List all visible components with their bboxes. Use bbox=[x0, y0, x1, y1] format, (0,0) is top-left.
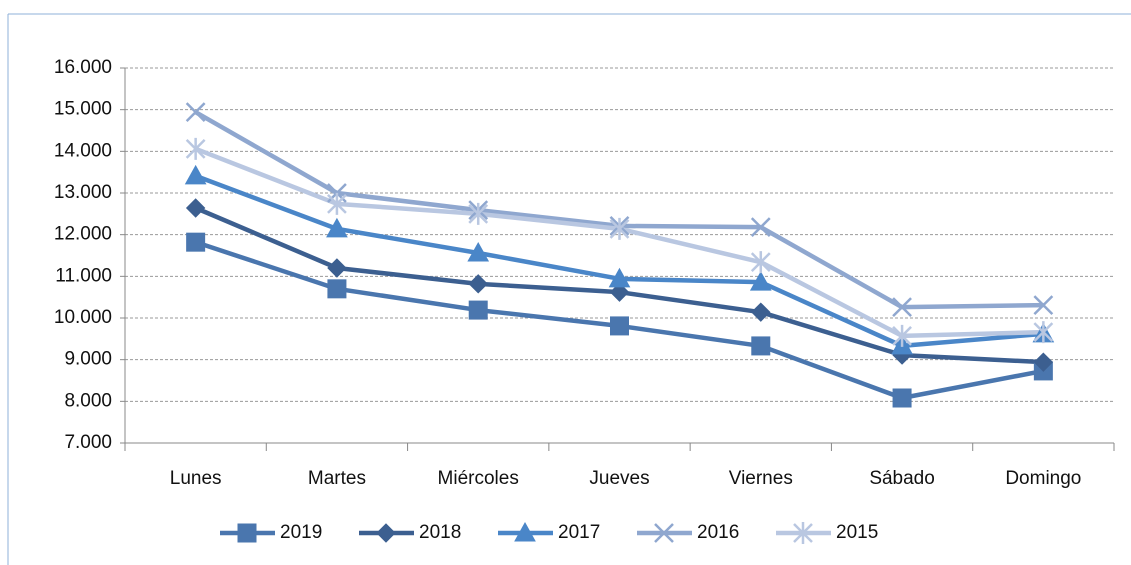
marker bbox=[1033, 321, 1054, 344]
marker bbox=[608, 267, 631, 288]
marker bbox=[327, 192, 347, 215]
marker bbox=[609, 282, 630, 302]
legend-label: 2015 bbox=[836, 522, 878, 543]
x-tick-label: Viernes bbox=[729, 468, 793, 489]
marker bbox=[751, 336, 771, 356]
legend-label: 2016 bbox=[697, 522, 739, 543]
legend-label: 2018 bbox=[419, 522, 461, 543]
marker bbox=[892, 297, 912, 318]
marker bbox=[1033, 352, 1054, 372]
x-tick-label: Miércoles bbox=[438, 468, 519, 489]
marker bbox=[1033, 295, 1054, 315]
x-tick-label: Domingo bbox=[1005, 468, 1081, 489]
marker bbox=[514, 521, 536, 542]
marker bbox=[326, 217, 348, 238]
marker bbox=[468, 202, 489, 225]
marker bbox=[793, 522, 813, 544]
marker bbox=[892, 388, 912, 408]
marker bbox=[750, 217, 771, 238]
y-tick-label: 8.000 bbox=[64, 390, 112, 411]
marker bbox=[749, 271, 772, 291]
marker bbox=[186, 232, 206, 252]
marker bbox=[654, 523, 674, 543]
marker bbox=[610, 316, 629, 336]
legend-label: 2017 bbox=[558, 522, 600, 543]
marker bbox=[468, 274, 488, 294]
x-tick-label: Lunes bbox=[170, 468, 222, 489]
legend-label: 2019 bbox=[280, 522, 322, 543]
y-tick-label: 13.000 bbox=[54, 182, 112, 203]
y-tick-label: 15.000 bbox=[54, 99, 112, 120]
marker bbox=[327, 258, 347, 278]
marker bbox=[185, 137, 206, 160]
y-tick-label: 16.000 bbox=[54, 57, 112, 78]
x-tick-label: Sábado bbox=[869, 468, 935, 489]
marker bbox=[467, 241, 490, 262]
marker bbox=[468, 300, 488, 320]
x-tick-label: Jueves bbox=[589, 468, 649, 489]
marker bbox=[185, 102, 206, 123]
marker bbox=[237, 523, 257, 543]
y-tick-label: 12.000 bbox=[54, 224, 112, 245]
marker bbox=[184, 164, 207, 185]
marker bbox=[376, 523, 396, 543]
y-tick-label: 11.000 bbox=[55, 265, 112, 286]
marker bbox=[185, 198, 206, 218]
marker bbox=[327, 279, 347, 299]
y-tick-label: 9.000 bbox=[64, 349, 112, 370]
marker bbox=[750, 251, 771, 274]
y-tick-label: 14.000 bbox=[54, 140, 112, 161]
marker bbox=[609, 217, 630, 240]
x-tick-label: Martes bbox=[308, 468, 366, 489]
y-tick-label: 7.000 bbox=[64, 432, 112, 453]
marker bbox=[892, 324, 912, 347]
y-tick-label: 10.000 bbox=[54, 307, 112, 328]
marker bbox=[751, 302, 771, 322]
